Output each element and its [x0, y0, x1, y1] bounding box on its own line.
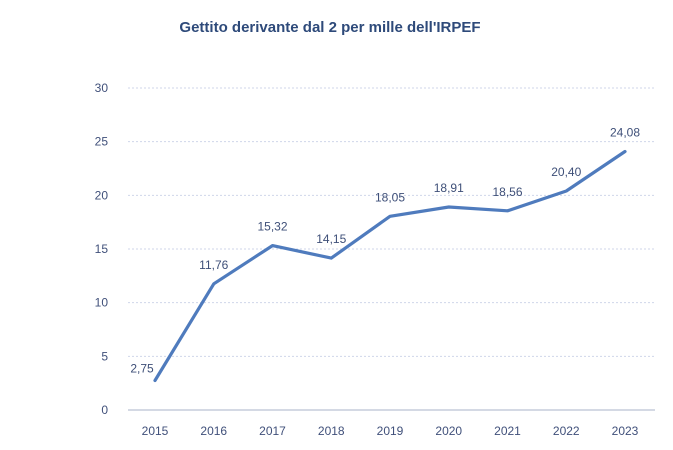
- x-tick-label: 2019: [377, 424, 404, 438]
- x-axis: 2015 2016 2017 2018 2019 2020 2021 2022 2023: [142, 424, 639, 438]
- y-tick-label: 15: [95, 242, 109, 256]
- series-group: [153, 149, 627, 383]
- y-axis: 0 5 10 15 20 25 30: [95, 81, 109, 417]
- data-labels: 2,75 11,76 15,32 14,15 18,05 18,91 18,56 20,40 2…: [130, 126, 640, 376]
- data-label: 14,15: [316, 232, 346, 246]
- y-tick-label: 10: [95, 296, 109, 310]
- data-label: 18,91: [434, 181, 464, 195]
- data-label: 18,05: [375, 190, 405, 204]
- x-tick-label: 2022: [553, 424, 580, 438]
- data-label: 2,75: [130, 361, 154, 375]
- x-tick-label: 2018: [318, 424, 345, 438]
- data-label: 11,76: [199, 258, 228, 272]
- x-tick-label: 2015: [142, 424, 169, 438]
- y-tick-label: 20: [95, 188, 109, 202]
- y-tick-label: 0: [101, 403, 108, 417]
- x-tick-label: 2020: [435, 424, 462, 438]
- x-tick-label: 2021: [494, 424, 521, 438]
- data-label: 24,08: [610, 126, 640, 140]
- data-label: 18,56: [492, 185, 522, 199]
- x-tick-label: 2023: [612, 424, 639, 438]
- chart-title: Gettito derivante dal 2 per mille dell'I…: [179, 19, 480, 36]
- series-line: [153, 149, 627, 383]
- x-tick-label: 2017: [259, 424, 286, 438]
- data-label: 20,40: [551, 165, 581, 179]
- y-tick-label: 25: [95, 135, 109, 149]
- x-tick-label: 2016: [200, 424, 227, 438]
- y-tick-label: 30: [95, 81, 109, 95]
- grid: [128, 87, 655, 411]
- y-tick-label: 5: [101, 349, 108, 363]
- data-label: 15,32: [257, 220, 287, 234]
